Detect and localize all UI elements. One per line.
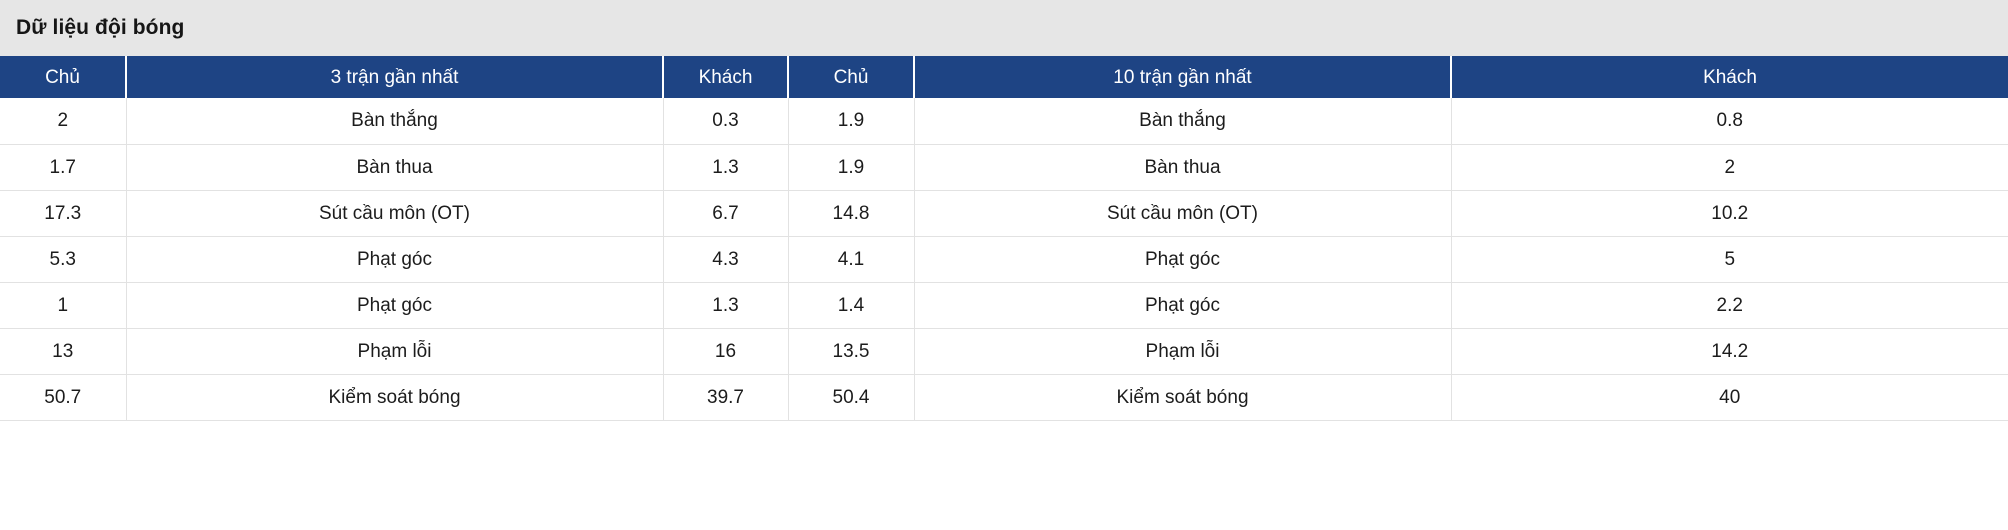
table-header: Chủ 3 trận gần nhất Khách Chủ 10 trận gầ… bbox=[0, 56, 2008, 98]
cell-home-recent10: 1.9 bbox=[788, 144, 915, 191]
cell-metric-recent10: Phạm lỗi bbox=[914, 328, 1452, 375]
cell-away-recent3: 16 bbox=[663, 328, 789, 375]
cell-metric-recent10: Bàn thua bbox=[914, 144, 1452, 191]
column-header-home-recent10[interactable]: Chủ bbox=[788, 56, 915, 98]
cell-away-recent10: 14.2 bbox=[1451, 328, 2008, 375]
cell-away-recent3: 1.3 bbox=[663, 282, 789, 329]
cell-metric-recent10: Kiểm soát bóng bbox=[914, 374, 1452, 421]
cell-away-recent3: 4.3 bbox=[663, 236, 789, 283]
cell-home-recent3: 13 bbox=[0, 328, 127, 375]
cell-metric-recent3: Phạt góc bbox=[126, 236, 664, 283]
cell-metric-recent3: Bàn thắng bbox=[126, 98, 664, 145]
cell-away-recent10: 10.2 bbox=[1451, 190, 2008, 237]
cell-metric-recent10: Sút cầu môn (OT) bbox=[914, 190, 1452, 237]
table-row: 50.7 Kiểm soát bóng 39.7 50.4 Kiểm soát … bbox=[0, 374, 2008, 421]
cell-home-recent10: 14.8 bbox=[788, 190, 915, 237]
table-row: 17.3 Sút cầu môn (OT) 6.7 14.8 Sút cầu m… bbox=[0, 190, 2008, 237]
cell-metric-recent10: Phạt góc bbox=[914, 282, 1452, 329]
panel-title-bar: Dữ liệu đội bóng bbox=[0, 0, 2008, 56]
cell-away-recent10: 40 bbox=[1451, 374, 2008, 421]
cell-away-recent3: 6.7 bbox=[663, 190, 789, 237]
cell-home-recent3: 5.3 bbox=[0, 236, 127, 283]
table-row: 1.7 Bàn thua 1.3 1.9 Bàn thua 2 bbox=[0, 144, 2008, 191]
cell-metric-recent3: Phạt góc bbox=[126, 282, 664, 329]
cell-metric-recent3: Bàn thua bbox=[126, 144, 664, 191]
cell-home-recent3: 50.7 bbox=[0, 374, 127, 421]
cell-home-recent10: 4.1 bbox=[788, 236, 915, 283]
cell-away-recent3: 1.3 bbox=[663, 144, 789, 191]
cell-metric-recent10: Bàn thắng bbox=[914, 98, 1452, 145]
team-stats-table: Chủ 3 trận gần nhất Khách Chủ 10 trận gầ… bbox=[0, 56, 2008, 421]
column-header-metric-recent10[interactable]: 10 trận gần nhất bbox=[914, 56, 1452, 98]
cell-metric-recent3: Sút cầu môn (OT) bbox=[126, 190, 664, 237]
table-header-row: Chủ 3 trận gần nhất Khách Chủ 10 trận gầ… bbox=[0, 56, 2008, 98]
cell-away-recent3: 39.7 bbox=[663, 374, 789, 421]
table-row: 2 Bàn thắng 0.3 1.9 Bàn thắng 0.8 bbox=[0, 98, 2008, 145]
page-title: Dữ liệu đội bóng bbox=[16, 15, 185, 39]
cell-metric-recent3: Phạm lỗi bbox=[126, 328, 664, 375]
column-header-away-recent3[interactable]: Khách bbox=[663, 56, 789, 98]
table-row: 5.3 Phạt góc 4.3 4.1 Phạt góc 5 bbox=[0, 236, 2008, 283]
cell-home-recent3: 1 bbox=[0, 282, 127, 329]
cell-metric-recent10: Phạt góc bbox=[914, 236, 1452, 283]
table-row: 1 Phạt góc 1.3 1.4 Phạt góc 2.2 bbox=[0, 282, 2008, 329]
cell-home-recent10: 50.4 bbox=[788, 374, 915, 421]
cell-home-recent3: 17.3 bbox=[0, 190, 127, 237]
cell-metric-recent3: Kiểm soát bóng bbox=[126, 374, 664, 421]
cell-away-recent10: 2.2 bbox=[1451, 282, 2008, 329]
table-body: 2 Bàn thắng 0.3 1.9 Bàn thắng 0.8 1.7 Bà… bbox=[0, 98, 2008, 421]
column-header-away-recent10[interactable]: Khách bbox=[1451, 56, 2008, 98]
table-row: 13 Phạm lỗi 16 13.5 Phạm lỗi 14.2 bbox=[0, 328, 2008, 375]
cell-home-recent3: 1.7 bbox=[0, 144, 127, 191]
cell-home-recent10: 1.9 bbox=[788, 98, 915, 145]
cell-away-recent10: 2 bbox=[1451, 144, 2008, 191]
cell-away-recent10: 5 bbox=[1451, 236, 2008, 283]
cell-home-recent3: 2 bbox=[0, 98, 127, 145]
cell-home-recent10: 1.4 bbox=[788, 282, 915, 329]
cell-home-recent10: 13.5 bbox=[788, 328, 915, 375]
cell-away-recent10: 0.8 bbox=[1451, 98, 2008, 145]
column-header-metric-recent3[interactable]: 3 trận gần nhất bbox=[126, 56, 664, 98]
column-header-home-recent3[interactable]: Chủ bbox=[0, 56, 127, 98]
cell-away-recent3: 0.3 bbox=[663, 98, 789, 145]
